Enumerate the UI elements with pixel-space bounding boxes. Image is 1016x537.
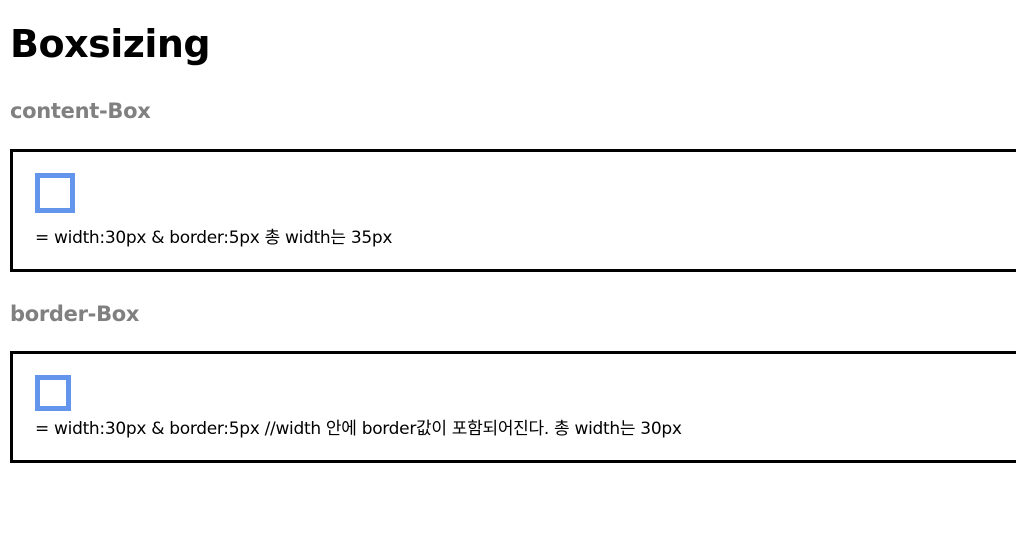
page-title: Boxsizing bbox=[10, 22, 211, 66]
section-heading-content-box: content-Box bbox=[10, 99, 151, 123]
content-box-caption: = width:30px & border:5px 총 width는 35px bbox=[35, 228, 393, 248]
content-box-sample bbox=[35, 173, 75, 213]
border-box-demo-panel: = width:30px & border:5px //width 안에 bor… bbox=[10, 351, 1016, 463]
border-box-sample bbox=[35, 375, 71, 411]
border-box-caption: = width:30px & border:5px //width 안에 bor… bbox=[35, 419, 682, 439]
content-box-demo-panel: = width:30px & border:5px 총 width는 35px bbox=[10, 149, 1016, 272]
section-heading-border-box: border-Box bbox=[10, 302, 140, 326]
